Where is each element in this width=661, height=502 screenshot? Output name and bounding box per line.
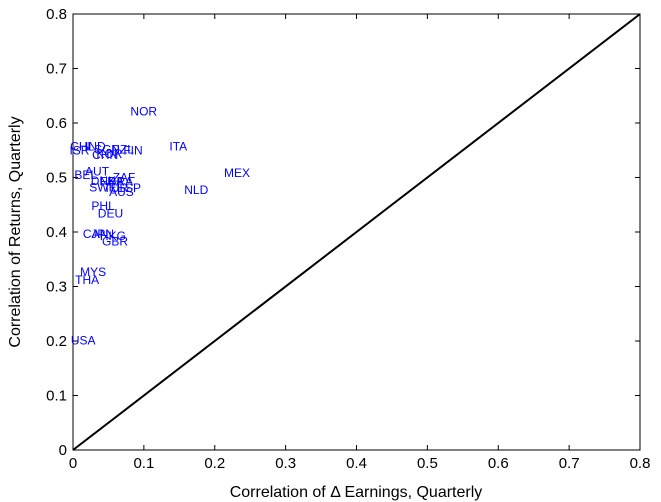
data-point-fra: FRA	[100, 174, 124, 188]
data-point-mys: MYS	[80, 265, 106, 279]
data-point-aut: AUT	[85, 165, 110, 179]
x-tick-label: 0.3	[275, 455, 296, 472]
data-point-tur: TUR	[103, 181, 128, 195]
x-axis-title: Correlation of Δ Earnings, Quarterly	[230, 484, 483, 501]
data-point-swe: SWE	[89, 180, 116, 194]
data-point-deu: DEU	[98, 206, 123, 220]
data-point-phl: PHL	[91, 199, 115, 213]
data-point-fin: FIN	[123, 143, 142, 157]
x-tick-label: 0.1	[133, 455, 154, 472]
data-point-sgp: SGP	[94, 143, 119, 157]
y-tick-label: 0.5	[46, 170, 67, 187]
x-tick-labels: 0 0.1 0.2 0.3 0.4 0.5 0.6 0.7 0.8	[69, 455, 651, 472]
y-tick-label: 0.7	[46, 61, 67, 78]
data-point-nld: NLD	[184, 183, 208, 197]
y-tick-labels: 0 0.1 0.2 0.3 0.4 0.5 0.6 0.7 0.8	[46, 6, 67, 459]
reference-diagonal-line	[72, 13, 641, 451]
data-point-nor: NOR	[130, 105, 157, 119]
data-point-ind: IND	[85, 139, 106, 153]
data-point-can: CAN	[83, 227, 108, 241]
x-tick-label: 0.5	[417, 455, 438, 472]
x-tick-label: 0.6	[488, 455, 509, 472]
x-tick-label: 0	[69, 455, 77, 472]
data-point-ita: ITA	[169, 139, 187, 153]
y-tick-label: 0	[59, 442, 67, 459]
axis-ticks	[72, 13, 641, 451]
data-point-nzl: NZL	[111, 143, 134, 157]
data-point-hkg: HKG	[100, 229, 126, 243]
data-point-mex: MEX	[224, 166, 250, 180]
y-axis-title: Correlation of Returns, Quarterly	[7, 116, 24, 347]
x-tick-label: 0.4	[346, 455, 367, 472]
data-point-esp: ESP	[117, 181, 141, 195]
data-point-usa: USA	[71, 333, 96, 347]
data-point-zaf: ZAF	[113, 171, 136, 185]
y-tick-label: 0.1	[46, 388, 67, 405]
data-point-jpn: JPN	[91, 227, 114, 241]
data-point-tha: THA	[75, 273, 99, 287]
x-tick-label: 0.8	[630, 455, 651, 472]
data-point-aus: AUS	[109, 185, 134, 199]
y-tick-label: 0.6	[46, 115, 67, 132]
data-point-chl: CHL	[70, 139, 94, 153]
data-point-bel: BEL	[74, 168, 97, 182]
data-point-bra: BRA	[108, 174, 133, 188]
x-tick-label: 0.7	[559, 455, 580, 472]
data-point-chn: CHN	[92, 148, 118, 162]
data-point-gbr: GBR	[102, 234, 128, 248]
data-point-isr: ISR	[69, 143, 89, 157]
data-point-dnk: DNK	[91, 174, 116, 188]
x-tick-label: 0.2	[204, 455, 225, 472]
y-tick-label: 0.2	[46, 333, 67, 350]
y-tick-label: 0.4	[46, 224, 67, 241]
y-tick-label: 0.8	[46, 6, 67, 23]
data-point-kor: KOR	[96, 147, 122, 161]
y-tick-label: 0.3	[46, 279, 67, 296]
